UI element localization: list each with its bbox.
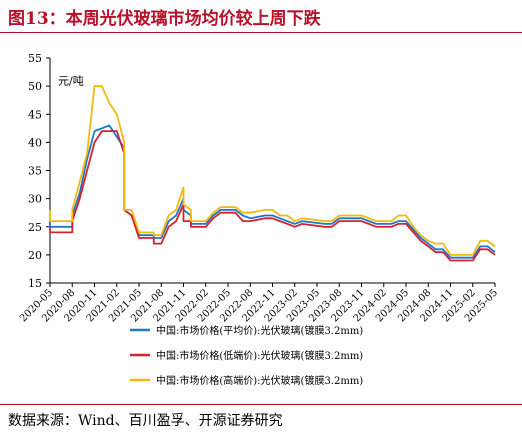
y-tick-label: 15 bbox=[28, 277, 42, 290]
legend-label-1: 中国:市场价格(平均价):光伏玻璃(镀膜3.2mm) bbox=[156, 324, 363, 337]
y-tick-label: 45 bbox=[28, 108, 42, 121]
y-tick-label: 50 bbox=[28, 80, 42, 93]
series-line-1 bbox=[49, 124, 496, 259]
title-bar: 图13：本周光伏玻璃市场均价较上周下跌 bbox=[0, 0, 522, 33]
y-unit-label: 元/吨 bbox=[58, 75, 84, 88]
series-line-3 bbox=[49, 85, 496, 256]
y-tick-label: 55 bbox=[28, 52, 42, 65]
line-chart: 152025303540455055元/吨2020-052020-082020-… bbox=[18, 52, 500, 387]
legend-label-2: 中国:市场价格(低端价):光伏玻璃(镀膜3.2mm) bbox=[156, 349, 363, 362]
y-tick-label: 30 bbox=[28, 193, 42, 206]
figure-title: 图13：本周光伏玻璃市场均价较上周下跌 bbox=[8, 9, 321, 29]
y-tick-label: 35 bbox=[28, 165, 42, 178]
y-tick-label: 25 bbox=[28, 221, 42, 234]
legend-label-3: 中国:市场价格(高端价):光伏玻璃(镀膜3.2mm) bbox=[156, 374, 363, 387]
chart-container: 15 20 25 30 35 40 45 50 55 元/吨 2020-05 2020-08 2020-… bbox=[0, 34, 522, 404]
y-tick-label: 20 bbox=[28, 249, 42, 262]
source-note: 数据来源：Wind、百川盈孚、开源证券研究 bbox=[8, 413, 283, 429]
y-tick-label: 40 bbox=[28, 136, 42, 149]
source-bar: 数据来源：Wind、百川盈孚、开源证券研究 bbox=[0, 404, 522, 437]
